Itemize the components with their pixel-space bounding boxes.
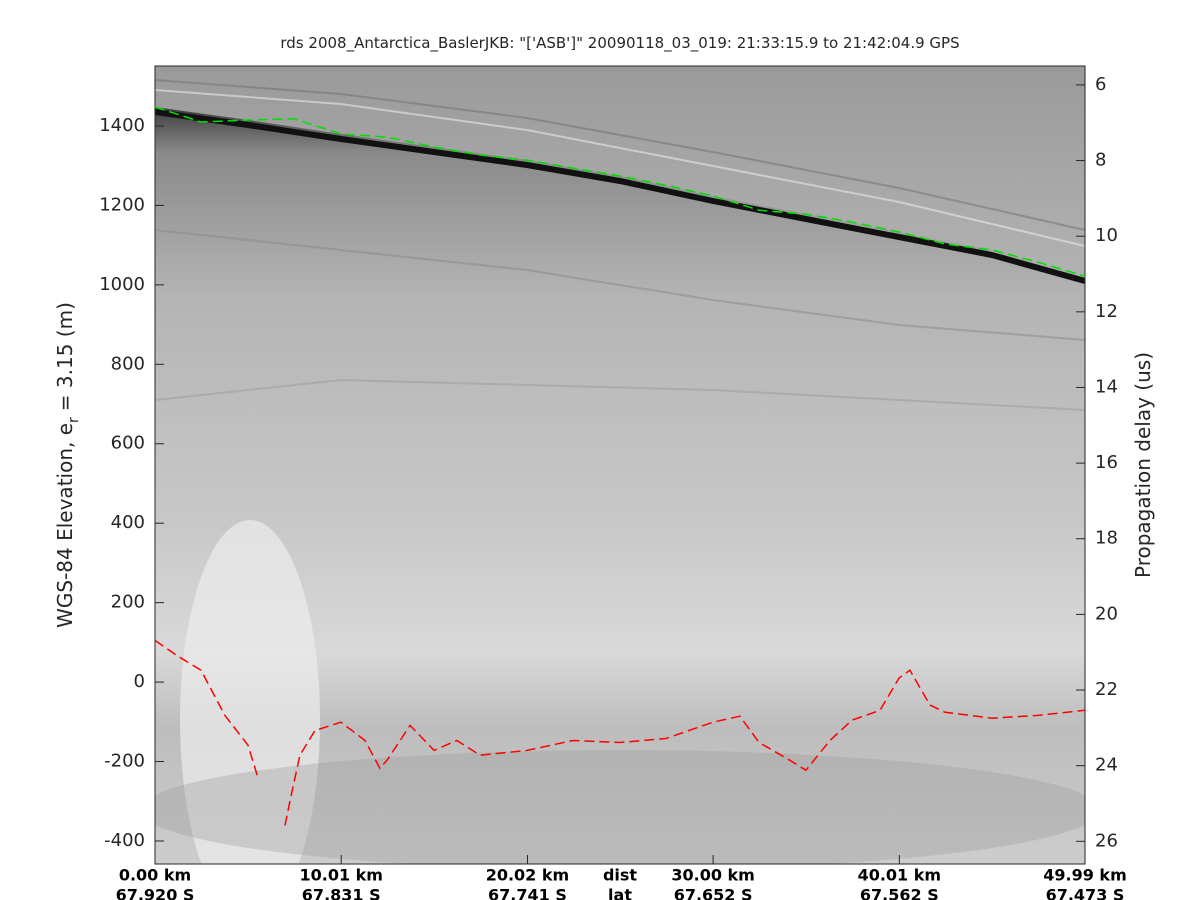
y-axis-label: WGS-84 Elevation, er = 3.15 (m) [53,302,82,628]
lat-tick-label: 67.562 S [860,886,939,900]
y2-tick-label: 6 [1095,74,1106,95]
y-tick-label: 0 [134,671,145,692]
y-tick-label: 1000 [99,274,145,295]
y2-tick-label: 10 [1095,225,1118,246]
layer [155,79,1085,231]
bright-zone [180,520,320,864]
plot-frame [154,65,1086,865]
lat-tick-label: 67.920 S [116,886,195,900]
surface-echo [155,109,1085,284]
lat-tick-label: 67.741 S [488,886,567,900]
y-tick-label: 200 [111,592,145,613]
y2-axis-label: Propagation delay (us) [1131,352,1155,578]
y-label-text: WGS-84 Elevation, e [53,423,77,628]
y-tick-label: 600 [111,433,145,454]
radargram [155,66,1085,864]
y2-tick-label: 12 [1095,301,1118,322]
x-axis-label: lat [608,886,632,900]
layer [155,89,1085,247]
y-label-text: = 3.15 (m) [53,302,77,411]
data-line [155,639,1085,826]
ice-body [155,107,1085,864]
layer [155,229,1085,341]
lat-tick-label: 67.652 S [674,886,753,900]
y2-tick-label: 26 [1095,830,1118,851]
x-axis-label: dist [603,866,637,885]
y2-tick-label: 22 [1095,679,1118,700]
y-tick-label: 800 [111,353,145,374]
y-tick-label: -200 [104,751,145,772]
x-tick-label: 20.02 km [486,866,570,885]
y2-tick-label: 18 [1095,528,1118,549]
bed-zone [155,750,1085,864]
y2-tick-label: 16 [1095,452,1118,473]
y-tick-label: 1400 [99,115,145,136]
data-line [155,106,1085,277]
lat-tick-label: 67.473 S [1046,886,1125,900]
y-tick-label: 400 [111,512,145,533]
lat-tick-label: 67.831 S [302,886,381,900]
x-tick-label: 10.01 km [299,866,383,885]
x-tick-label: 40.01 km [858,866,942,885]
y-label-sub: r [66,417,82,423]
plot-lines [155,106,1085,826]
x-tick-label: 30.00 km [671,866,755,885]
layer [155,378,1085,411]
y2-tick-label: 14 [1095,376,1118,397]
y2-tick-label: 8 [1095,150,1106,171]
x-tick-label: 0.00 km [119,866,191,885]
y-tick-label: 1200 [99,194,145,215]
y2-tick-label: 24 [1095,755,1118,776]
x-tick-label: 49.99 km [1043,866,1127,885]
chart-title: rds 2008_Antarctica_BaslerJKB: "['ASB']"… [280,34,959,53]
y2-tick-label: 20 [1095,603,1118,624]
y-tick-label: -400 [104,830,145,851]
